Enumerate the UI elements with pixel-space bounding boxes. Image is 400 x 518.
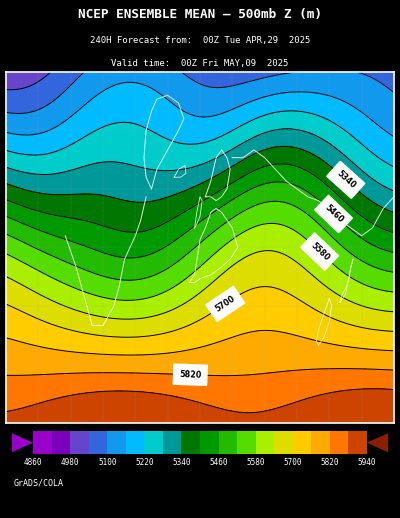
Bar bbox=[70, 431, 89, 454]
Text: 240H Forecast from:  00Z Tue APR,29  2025: 240H Forecast from: 00Z Tue APR,29 2025 bbox=[90, 36, 310, 45]
Text: 5100: 5100 bbox=[98, 458, 116, 467]
Bar bbox=[52, 431, 70, 454]
Text: 5340: 5340 bbox=[172, 458, 191, 467]
Text: 4980: 4980 bbox=[61, 458, 80, 467]
Bar bbox=[348, 431, 367, 454]
Bar bbox=[163, 431, 182, 454]
Text: Valid time:  00Z Fri MAY,09  2025: Valid time: 00Z Fri MAY,09 2025 bbox=[111, 60, 289, 68]
Bar bbox=[107, 431, 126, 454]
Text: 5580: 5580 bbox=[308, 241, 331, 263]
Bar bbox=[200, 431, 218, 454]
Bar bbox=[293, 431, 311, 454]
Text: 5820: 5820 bbox=[179, 370, 202, 380]
Text: 5220: 5220 bbox=[135, 458, 154, 467]
Bar bbox=[89, 431, 107, 454]
Bar bbox=[218, 431, 237, 454]
Bar bbox=[311, 431, 330, 454]
Bar bbox=[256, 431, 274, 454]
Text: 4860: 4860 bbox=[24, 458, 42, 467]
Text: GrADS/COLA: GrADS/COLA bbox=[14, 479, 64, 488]
Bar bbox=[126, 431, 144, 454]
Text: NCEP ENSEMBLE MEAN – 500mb Z (m): NCEP ENSEMBLE MEAN – 500mb Z (m) bbox=[78, 8, 322, 21]
Text: 5700: 5700 bbox=[284, 458, 302, 467]
Text: 5580: 5580 bbox=[246, 458, 265, 467]
Polygon shape bbox=[12, 433, 33, 452]
Text: 5460: 5460 bbox=[322, 203, 345, 225]
Text: 5460: 5460 bbox=[209, 458, 228, 467]
Bar bbox=[330, 431, 348, 454]
Polygon shape bbox=[367, 433, 388, 452]
Text: 5820: 5820 bbox=[320, 458, 339, 467]
Bar bbox=[182, 431, 200, 454]
Text: 5940: 5940 bbox=[358, 458, 376, 467]
Bar bbox=[144, 431, 163, 454]
Text: 5340: 5340 bbox=[335, 169, 357, 191]
Bar bbox=[237, 431, 256, 454]
Bar bbox=[274, 431, 293, 454]
Bar bbox=[33, 431, 52, 454]
Text: 5700: 5700 bbox=[214, 294, 237, 314]
